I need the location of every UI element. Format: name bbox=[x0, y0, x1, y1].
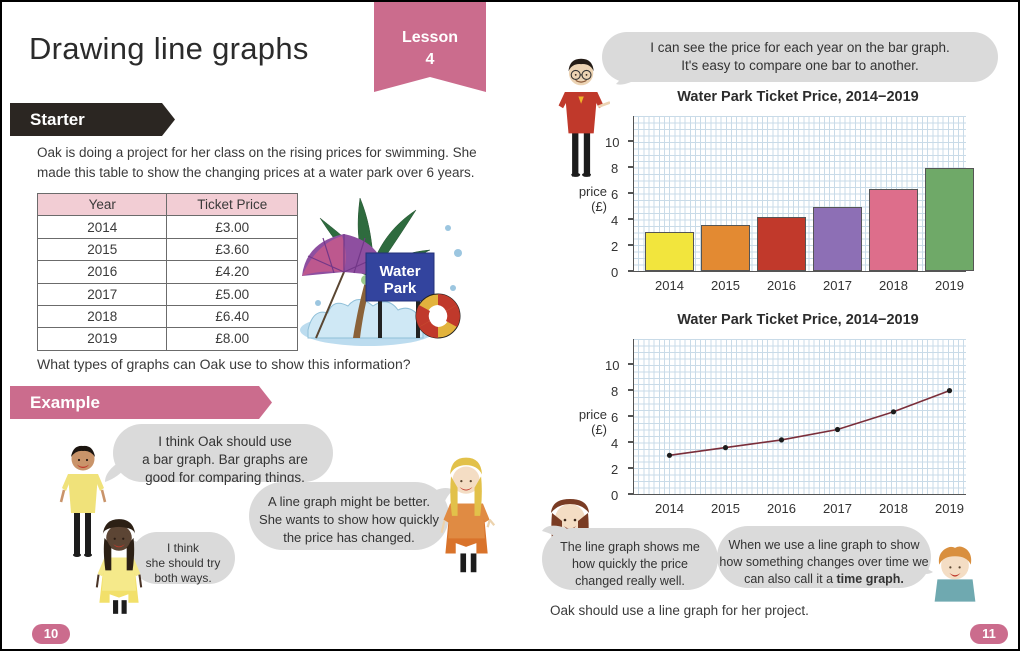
svg-text:how something changes over tim: how something changes over time we bbox=[719, 555, 928, 569]
svg-text:changed really well.: changed really well. bbox=[575, 574, 685, 588]
svg-text:Starter: Starter bbox=[30, 110, 85, 129]
svg-text:A line graph might be better.: A line graph might be better. bbox=[268, 494, 430, 509]
svg-text:The line graph shows me: The line graph shows me bbox=[560, 540, 700, 554]
svg-text:how quickly the price: how quickly the price bbox=[572, 557, 688, 571]
svg-text:When we use a line graph to sh: When we use a line graph to show bbox=[728, 538, 920, 552]
svg-text:Park: Park bbox=[384, 280, 417, 297]
svg-text:I can see the price for each y: I can see the price for each year on the… bbox=[650, 40, 949, 55]
svg-text:the price has changed.: the price has changed. bbox=[283, 530, 415, 545]
svg-text:It's easy to compare one bar t: It's easy to compare one bar to another. bbox=[681, 58, 918, 73]
svg-text:Water: Water bbox=[379, 263, 420, 280]
svg-text:can also call it a time graph.: can also call it a time graph. bbox=[744, 572, 904, 586]
svg-text:a bar graph. Bar graphs are: a bar graph. Bar graphs are bbox=[142, 452, 308, 467]
svg-text:Lesson: Lesson bbox=[402, 29, 458, 46]
svg-text:Example: Example bbox=[30, 393, 100, 412]
svg-text:4: 4 bbox=[426, 51, 435, 68]
svg-text:she should try: she should try bbox=[146, 556, 221, 570]
svg-text:I think: I think bbox=[167, 541, 200, 555]
svg-text:both ways.: both ways. bbox=[154, 571, 211, 585]
svg-text:I think Oak should use: I think Oak should use bbox=[158, 434, 292, 449]
svg-text:She wants to show how quickly: She wants to show how quickly bbox=[259, 512, 439, 527]
